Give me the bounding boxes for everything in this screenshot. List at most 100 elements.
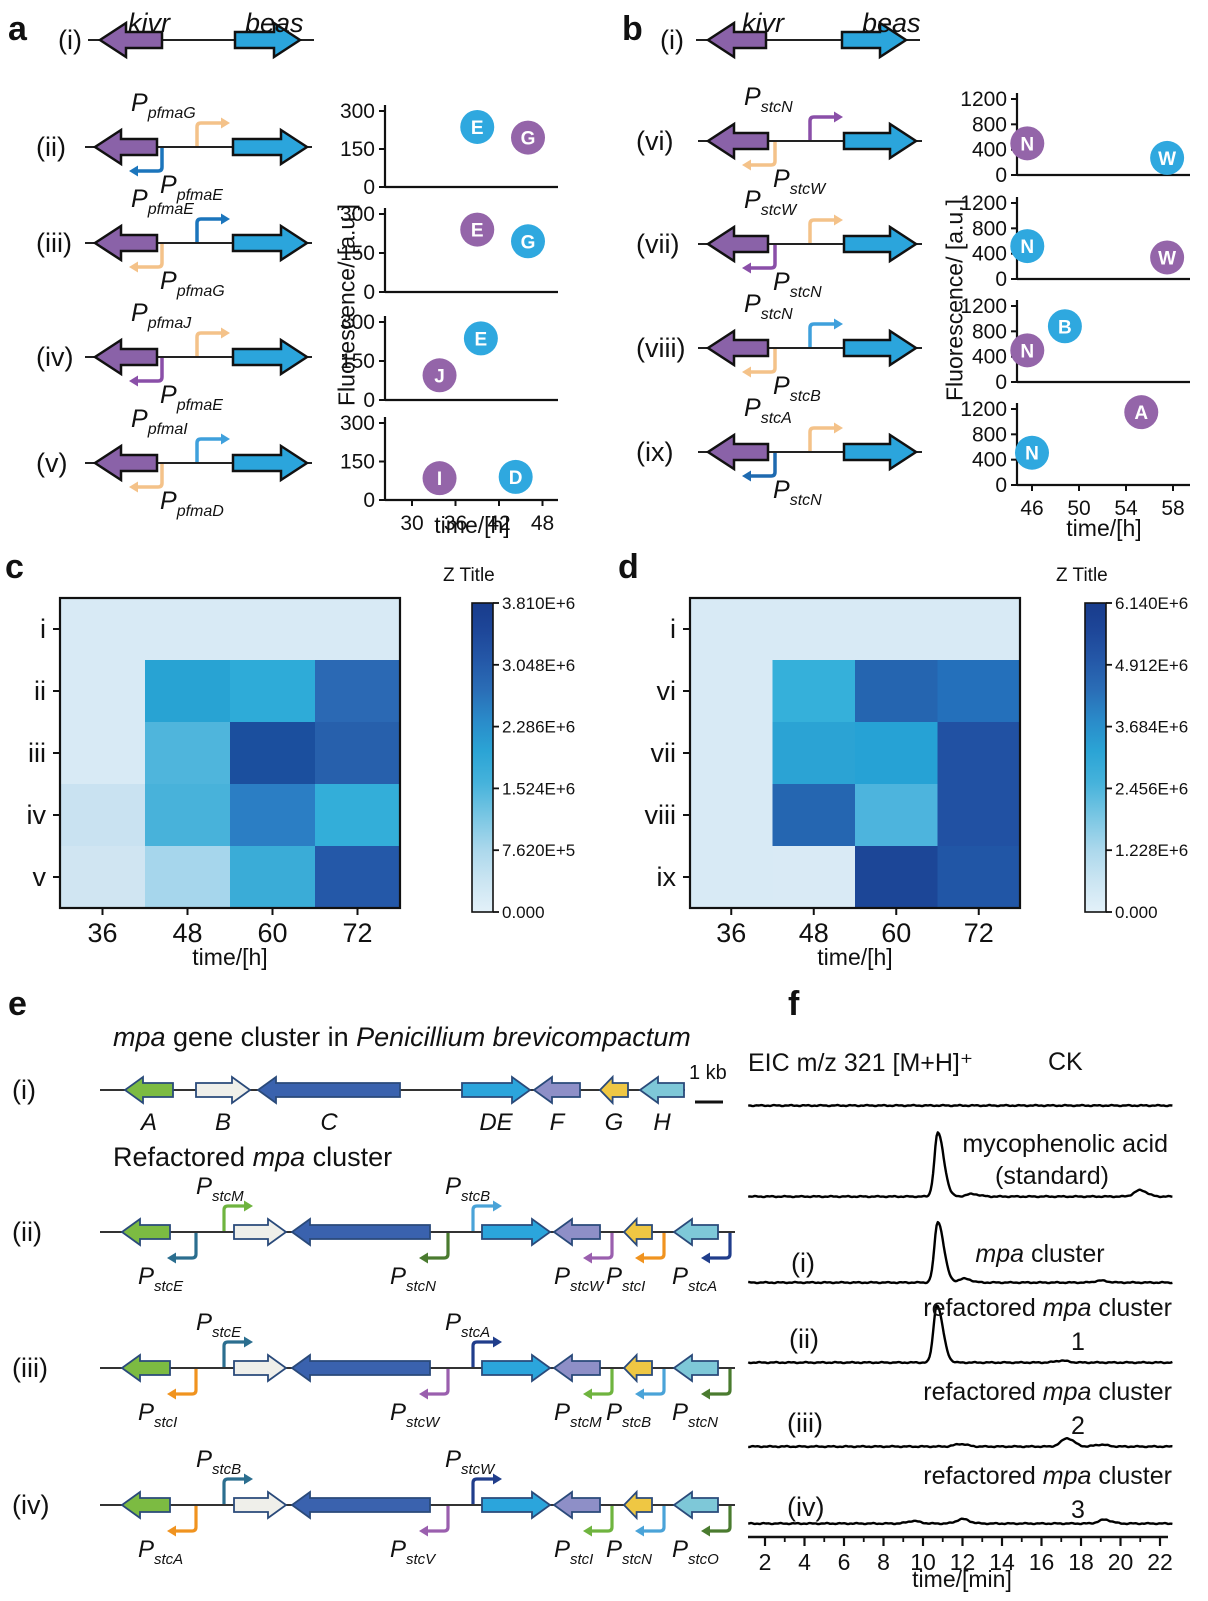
kivr-arrow bbox=[705, 20, 768, 60]
promoter-arrowhead bbox=[583, 1525, 592, 1537]
promoter-label: PstcM bbox=[196, 1173, 244, 1205]
trace-name-line2: 1 bbox=[1071, 1328, 1085, 1356]
beas-arrow bbox=[231, 337, 310, 377]
heatmap-cell bbox=[145, 660, 230, 722]
promoter-label: PstcB bbox=[606, 1399, 651, 1431]
promoter-arrowhead bbox=[583, 1388, 592, 1400]
scatter-point-letter: N bbox=[1020, 341, 1034, 362]
x-tick-label: 58 bbox=[1161, 497, 1184, 520]
heatmap-row-label: vii bbox=[651, 738, 677, 768]
scatter-point bbox=[1150, 240, 1185, 275]
construct-id: (ix) bbox=[636, 437, 673, 467]
construct-id: (iii) bbox=[36, 228, 72, 258]
promoter-label: PstcA bbox=[672, 1263, 717, 1295]
promoter-label: PstcN bbox=[744, 290, 793, 323]
f-x-tick-label: 8 bbox=[877, 1549, 890, 1575]
promoter-label: PstcV bbox=[390, 1536, 437, 1568]
chromatogram-trace bbox=[747, 1131, 1173, 1199]
e-title: mpa gene cluster in Penicillium brevicom… bbox=[113, 1022, 691, 1053]
x-tick-label: 46 bbox=[1020, 497, 1043, 520]
colorbar-tick-label: 3.810E+6 bbox=[502, 594, 575, 613]
scatter-point-letter: G bbox=[521, 129, 536, 150]
scatter-point-letter: D bbox=[509, 468, 523, 489]
promoter-label: PpfmaG bbox=[160, 267, 225, 300]
scatter-point-letter: W bbox=[1158, 149, 1176, 170]
d-colorbar-title: Z Title bbox=[1056, 565, 1108, 586]
heatmap-cell bbox=[937, 722, 1020, 784]
promoter-arrowhead bbox=[635, 1525, 644, 1537]
promoter-arrowhead bbox=[167, 1388, 176, 1400]
chromatogram-trace bbox=[748, 1220, 1173, 1285]
chromatogram-trace bbox=[748, 1437, 1173, 1449]
heatmap-cell bbox=[315, 598, 400, 660]
promoter-arrow bbox=[592, 1506, 614, 1533]
promoter-arrowhead bbox=[167, 1525, 176, 1537]
beas-arrow bbox=[231, 443, 310, 483]
construct-id: (v) bbox=[36, 448, 67, 478]
x-tick-label: 36 bbox=[444, 512, 467, 535]
y-tick-label: 300 bbox=[340, 311, 375, 334]
heatmap-cell bbox=[145, 846, 230, 908]
heatmap-cell bbox=[690, 598, 773, 660]
promoter-arrowhead bbox=[834, 318, 843, 330]
promoter-arrow bbox=[644, 1233, 666, 1260]
promoter-label: PstcW bbox=[554, 1263, 605, 1295]
f-x-tick-label: 20 bbox=[1108, 1549, 1134, 1575]
scatter-point-letter: A bbox=[1134, 403, 1148, 424]
promoter-arrow bbox=[710, 1369, 732, 1396]
promoter-label: PstcO bbox=[672, 1536, 719, 1568]
gene-name-label: G bbox=[605, 1109, 624, 1136]
heatmap-col-label: 72 bbox=[964, 918, 994, 948]
a-y-axis-label: Fluorescence/ [a.u.] bbox=[333, 204, 360, 406]
trace-roman-label: (i) bbox=[791, 1248, 815, 1278]
beas-arrow bbox=[842, 328, 919, 368]
panel-a-label: a bbox=[8, 10, 27, 48]
promoter-arrow bbox=[176, 1369, 198, 1396]
promoter-label: PstcN bbox=[773, 268, 822, 301]
promoter-arrowhead bbox=[834, 111, 843, 123]
construct-id: (vii) bbox=[636, 229, 679, 259]
heatmap-cell bbox=[230, 846, 315, 908]
gene-A-arrow bbox=[120, 1490, 171, 1520]
scatter-point bbox=[511, 120, 545, 155]
promoter-arrowhead bbox=[635, 1252, 644, 1264]
y-tick-label: 150 bbox=[340, 138, 375, 161]
scatter-point bbox=[422, 461, 457, 496]
x-tick-label: 30 bbox=[400, 512, 423, 535]
trace-name-label: mycophenolic acid bbox=[962, 1130, 1168, 1158]
y-tick-label: 400 bbox=[972, 346, 1007, 369]
heatmap-cell bbox=[145, 784, 230, 846]
x-tick-label: 48 bbox=[531, 512, 554, 535]
promoter-label: PpfmaD bbox=[160, 487, 224, 520]
heatmap-cell bbox=[145, 722, 230, 784]
e-title-mpa: mpa bbox=[113, 1022, 166, 1052]
scatter-point-letter: G bbox=[521, 232, 536, 253]
scatter-point bbox=[1010, 126, 1045, 161]
promoter-label: PstcI bbox=[554, 1536, 593, 1568]
y-tick-label: 300 bbox=[340, 412, 375, 435]
scatter-point bbox=[460, 109, 495, 144]
promoter-label: PpfmaG bbox=[131, 89, 196, 122]
colorbar-tick-label: 1.524E+6 bbox=[502, 779, 575, 798]
cluster-row-id: (iii) bbox=[12, 1353, 48, 1383]
f-x-axis-label: time/[min] bbox=[912, 1566, 1012, 1592]
b-x-axis-label: time/[h] bbox=[1066, 515, 1142, 541]
scatter-point bbox=[463, 321, 498, 356]
promoter-arrowhead bbox=[221, 327, 230, 339]
scatter-point-letter: E bbox=[471, 221, 484, 242]
e-subtitle-mpa: mpa bbox=[252, 1142, 306, 1172]
construct-id: (vi) bbox=[636, 126, 673, 156]
colorbar bbox=[1084, 602, 1107, 913]
f-x-tick-label: 12 bbox=[950, 1549, 976, 1575]
scatter-point-letter: N bbox=[1020, 134, 1034, 155]
construct-id: (viii) bbox=[636, 333, 685, 363]
heatmap-cell bbox=[60, 660, 145, 722]
scatter-point bbox=[1015, 435, 1049, 470]
promoter-label: PstcN bbox=[606, 1536, 652, 1568]
promoter-label: PstcI bbox=[138, 1399, 177, 1431]
promoter-arrowhead bbox=[742, 262, 751, 274]
gene-F-arrow bbox=[532, 1075, 581, 1105]
scatter-point-letter: E bbox=[471, 118, 484, 139]
